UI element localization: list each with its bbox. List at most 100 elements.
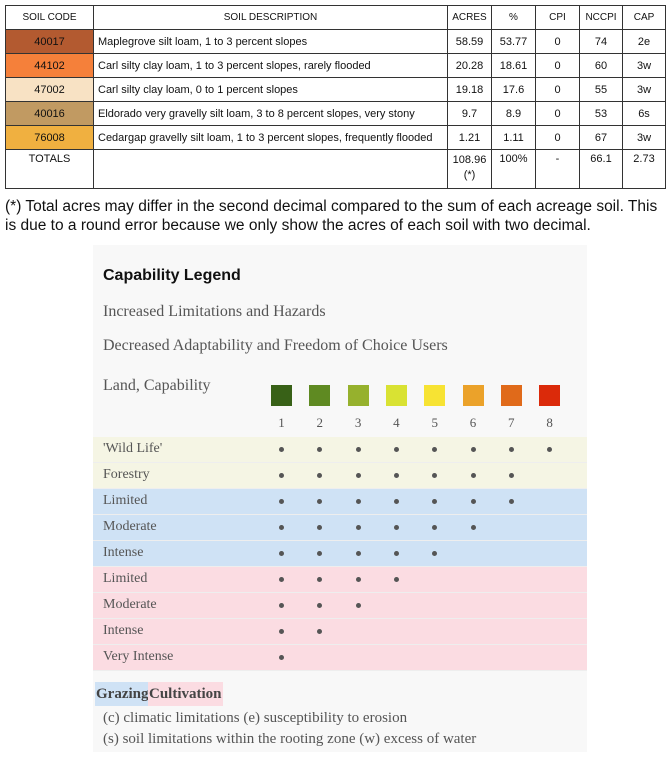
- class-dot: [393, 499, 399, 504]
- class-dot: [432, 447, 438, 452]
- class-5-swatch: [424, 385, 446, 406]
- class-dot: [470, 499, 476, 504]
- percent-cell: 1.11: [491, 125, 536, 150]
- class-4-swatch: [385, 385, 407, 406]
- percent-cell: 18.61: [491, 53, 536, 78]
- totals-description: [93, 149, 448, 189]
- class-6-label: 6: [469, 415, 477, 430]
- table-row: 40017 Maplegrove silt loam, 1 to 3 percen…: [5, 29, 666, 54]
- class-dot: [470, 525, 476, 530]
- class-dot: [508, 473, 514, 478]
- legend-note-c-e: (c) climatic limitations (e) susceptibil…: [103, 710, 408, 726]
- class-dot: [355, 499, 361, 504]
- nccpi-cell: 53: [579, 101, 623, 126]
- acres-cell: 9.7: [447, 101, 492, 126]
- nccpi-cell: 60: [579, 53, 623, 78]
- nccpi-cell: 55: [579, 77, 623, 102]
- legend-row-cultivation: Very Intense: [93, 645, 587, 671]
- class-dot: [279, 525, 284, 530]
- class-5-label: 5: [431, 415, 438, 430]
- totals-row: TOTALS 108.96(*) 100% -66.1 2.73: [5, 149, 666, 189]
- cultivation-key: Cultivation: [148, 682, 223, 706]
- class-dot: [317, 603, 323, 608]
- legend-row-label: Intense: [103, 545, 144, 560]
- class-dot: [432, 525, 438, 530]
- class-dot: [279, 629, 284, 634]
- table-header: SOIL CODE SOIL DESCRIPTION ACRES % CPI N…: [5, 5, 666, 30]
- nccpi-cell: 67: [579, 125, 623, 150]
- class-dot: [432, 551, 438, 556]
- legend-title: Capability Legend: [103, 267, 241, 284]
- legend-row-label: Intense: [103, 623, 144, 638]
- class-dot: [355, 473, 361, 478]
- legend-row-cultivation: Moderate: [93, 593, 587, 619]
- class-dot: [317, 525, 323, 530]
- header-soil-description: SOIL DESCRIPTION: [93, 5, 448, 30]
- legend-row-cultivation: Limited: [93, 567, 587, 593]
- legend-row-other: Forestry: [93, 463, 587, 489]
- table-row: 40016 Eldorado very gravelly silt loam, 3…: [5, 101, 666, 126]
- legend-row-grazing: Limited: [93, 489, 587, 515]
- class-1-swatch: [271, 385, 292, 406]
- class-3-label: 3: [354, 415, 362, 430]
- soil-description-cell: Eldorado very gravelly silt loam, 3 to 8…: [93, 101, 448, 126]
- class-dot: [547, 447, 553, 452]
- table-row: 47002 Carl silty clay loam, 0 to 1 percen…: [5, 77, 666, 102]
- class-dot: [432, 499, 438, 504]
- legend-row-label: Very Intense: [103, 649, 174, 664]
- acres-cell: 1.21: [447, 125, 492, 150]
- class-dot: [279, 655, 284, 660]
- class-dot: [355, 447, 361, 452]
- soil-code-cell: 44102: [5, 53, 94, 78]
- cap-cell: 3w: [622, 53, 666, 78]
- class-dot: [317, 499, 323, 504]
- legend-row-label: Moderate: [103, 597, 157, 612]
- class-dot: [279, 577, 284, 582]
- class-dot: [317, 473, 323, 478]
- class-dot: [355, 577, 361, 582]
- legend-row-label: Limited: [103, 493, 148, 508]
- nccpi-cell: 74: [579, 29, 623, 54]
- class-dot: [355, 551, 361, 556]
- header-cap: CAP: [622, 5, 666, 30]
- soil-description-cell: Carl silty clay loam, 1 to 3 percent slo…: [93, 53, 448, 78]
- class-6-swatch: [462, 385, 484, 406]
- header-cpi: CPI: [535, 5, 580, 30]
- totals-cpi: -: [535, 149, 580, 189]
- legend-note-s-w: (s) soil limitations within the rooting …: [103, 731, 477, 747]
- legend-row-label: 'Wild Life': [103, 441, 163, 456]
- percent-cell: 53.77: [491, 29, 536, 54]
- totals-percent: 100%: [491, 149, 536, 189]
- class-4-label: 4: [393, 415, 400, 430]
- totals-cap: 2.73: [622, 149, 666, 189]
- cpi-cell: 0: [535, 53, 580, 78]
- soil-code-cell: 40017: [5, 29, 94, 54]
- class-dot: [393, 551, 399, 556]
- class-2-label: 2: [316, 415, 324, 430]
- class-8-swatch: [539, 385, 561, 406]
- legend-row-label: Forestry: [103, 467, 150, 482]
- footnote: (*) Total acres may differ in the second…: [5, 198, 658, 234]
- class-dot: [393, 473, 399, 478]
- class-7-swatch: [500, 385, 522, 406]
- header-percent: %: [491, 5, 536, 30]
- header-soil-code: SOIL CODE: [5, 5, 94, 30]
- cpi-cell: 0: [535, 29, 580, 54]
- class-dot: [393, 577, 399, 582]
- class-dot: [317, 447, 323, 452]
- cap-cell: 2e: [622, 29, 666, 54]
- header-nccpi: NCCPI: [579, 5, 623, 30]
- cap-cell: 3w: [622, 77, 666, 102]
- class-1-label: 1: [278, 415, 285, 430]
- class-dot: [393, 525, 399, 530]
- class-dot: [317, 551, 323, 556]
- soil-description-cell: Maplegrove silt loam, 1 to 3 percent slo…: [93, 29, 448, 54]
- soil-description-cell: Cedargap gravelly silt loam, 1 to 3 perc…: [93, 125, 448, 150]
- header-acres: ACRES: [447, 5, 492, 30]
- totals-acres: 108.96(*): [447, 149, 492, 189]
- class-dot: [279, 603, 284, 608]
- class-dot: [279, 447, 284, 452]
- class-dot: [355, 525, 361, 530]
- class-dot: [508, 499, 514, 504]
- class-2-swatch: [309, 385, 331, 406]
